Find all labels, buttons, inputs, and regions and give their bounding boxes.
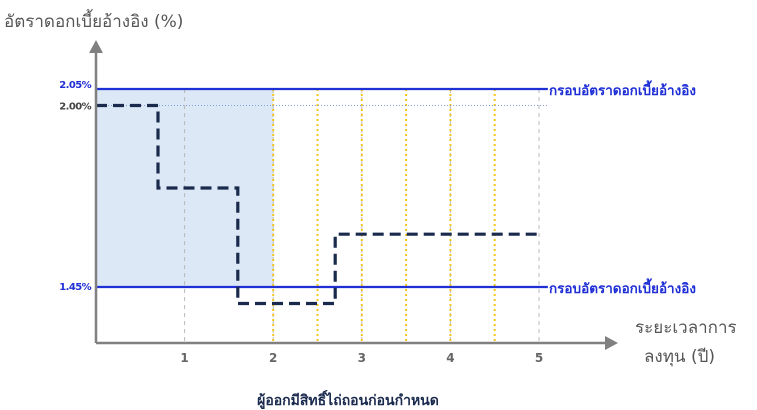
lower-band-name: กรอบอัตราดอกเบี้ยอ้างอิง (549, 278, 696, 297)
chart-caption: ผู้ออกมีสิทธิ์ไถ่ถอนก่อนกำหนด (257, 389, 439, 409)
x-tick-label-1: 1 (180, 351, 188, 365)
x-axis-arrow-icon (605, 336, 618, 350)
lower-band-rate-label: 1.45% (59, 282, 91, 293)
upper-band-name: กรอบอัตราดอกเบี้ยอ้างอิง (549, 80, 696, 99)
x-tick-label-2: 2 (269, 351, 277, 365)
y-axis-arrow-icon (89, 40, 103, 53)
x-axis-title-line-1: ระยะเวลาการ (635, 318, 737, 338)
x-axis-title-line-2: ลงทุน (ปี) (644, 347, 715, 367)
reference-rate-series-0 (96, 103, 539, 306)
initial-rate-label: 2.00% (59, 102, 91, 113)
x-tick-label-3: 3 (358, 351, 366, 365)
x-tick-label-4: 4 (446, 351, 454, 365)
y-axis-title: อัตราดอกเบี้ยอ้างอิง (%) (4, 9, 183, 32)
upper-band-rate-label: 2.05% (59, 80, 91, 91)
x-tick-label-5: 5 (535, 351, 543, 365)
